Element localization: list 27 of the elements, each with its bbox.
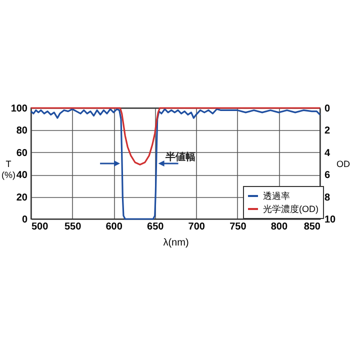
y2-tick-label: 0 <box>324 104 330 114</box>
y-tick-label: 40 <box>16 170 28 182</box>
y2-tick-label: 10 <box>324 214 336 226</box>
annotation: 半値幅 <box>164 150 196 163</box>
x-axis-title: λ(nm) <box>163 238 189 248</box>
y-tick-label: 60 <box>16 148 28 159</box>
y2-tick-label: 6 <box>324 170 330 182</box>
x-tick-label: 850 <box>304 222 321 232</box>
y2-axis-title: OD <box>336 159 350 169</box>
y-tick-label: 80 <box>16 126 28 137</box>
x-tick-label: 650 <box>147 222 164 232</box>
line-series <box>30 108 321 220</box>
y-tick-label: 20 <box>16 192 28 204</box>
y-tick-label: 100 <box>10 104 28 114</box>
y2-tick-label: 2 <box>324 126 330 137</box>
x-tick-label: 500 <box>32 222 49 232</box>
x-tick-label: 700 <box>188 222 206 232</box>
x-tick-label: 750 <box>230 222 247 232</box>
y-axis-title: T (%) <box>2 159 16 180</box>
x-tick-label: 550 <box>64 222 82 232</box>
y2-tick-label: 8 <box>324 192 330 204</box>
y2-tick-label: 4 <box>324 148 330 159</box>
legend-label: 光学濃度(OD) <box>263 204 318 214</box>
x-tick-label: 800 <box>270 222 288 232</box>
x-tick-label: 600 <box>106 222 123 232</box>
y-tick-label: 0 <box>22 214 28 226</box>
legend-label: 透過率 <box>263 191 290 201</box>
